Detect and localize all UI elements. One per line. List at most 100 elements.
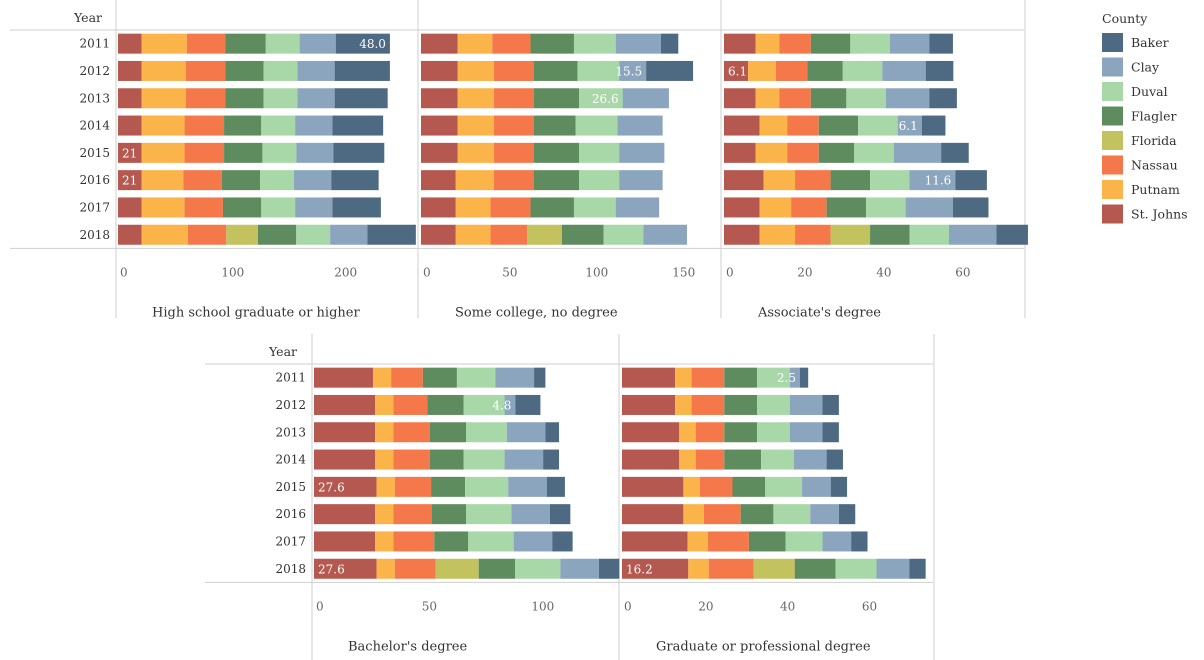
bar-segment-st-johns (622, 504, 684, 525)
bar-segment-clay (885, 88, 930, 109)
bar-segment-nassau (787, 115, 819, 136)
year-tick-label: 2017 (79, 200, 110, 214)
bar-segment-duval (846, 88, 886, 109)
bar-segment-clay (822, 531, 852, 552)
bar-segment-putnam (457, 142, 495, 163)
bar-segment-nassau (394, 476, 432, 497)
year-tick-label: 2018 (275, 562, 306, 576)
bar-segment-baker (552, 531, 573, 552)
bar-segment-nassau (795, 170, 831, 191)
bar-segment-st-johns (421, 88, 458, 109)
data-label: 2.5 (777, 371, 796, 385)
data-label: 4.8 (492, 398, 511, 412)
bar-segment-st-johns (118, 142, 142, 163)
bar-segment-flagler (724, 394, 758, 415)
year-tick-label: 2013 (79, 91, 110, 105)
row-header-label: Year (73, 10, 102, 25)
data-label: 48.0 (359, 37, 386, 51)
bar-segment-st-johns (421, 33, 458, 54)
bar-segment-putnam (141, 115, 185, 136)
bar-segment-duval (261, 197, 296, 218)
bar-segment-st-johns (724, 115, 760, 136)
bar-segment-flagler (224, 115, 262, 136)
bar-segment-baker (660, 33, 679, 54)
bar-segment-baker (929, 33, 953, 54)
bar-segment-clay (789, 422, 823, 443)
bar-segment-clay (495, 367, 535, 388)
bar-segment-putnam (457, 60, 495, 81)
bar-segment-duval (603, 224, 644, 245)
bar-segment-putnam (457, 88, 495, 109)
bar-segment-duval (866, 197, 906, 218)
bar-segment-putnam (759, 115, 788, 136)
bar-segment-putnam (141, 170, 184, 191)
bar-segment-putnam (679, 422, 696, 443)
bar-segment-clay (617, 115, 663, 136)
bar-segment-flagler (434, 531, 469, 552)
bar-segment-st-johns (118, 197, 142, 218)
legend-entry-label: Clay (1131, 60, 1160, 75)
bar-segment-baker (331, 170, 379, 191)
bar-segment-clay (909, 170, 956, 191)
bar-segment-duval (456, 367, 496, 388)
bar-segment-baker (996, 224, 1028, 245)
bar-segment-baker (838, 504, 856, 525)
bar-segment-clay (294, 170, 332, 191)
bar-segment-baker (332, 115, 384, 136)
bar-segment-flagler (225, 88, 264, 109)
bar-segment-duval (260, 170, 295, 191)
bar-segment-duval (854, 142, 894, 163)
legend-entry-label: Florida (1131, 133, 1177, 148)
bar-segment-flagler (225, 60, 264, 81)
year-tick-label: 2016 (79, 173, 110, 187)
bar-segment-putnam (141, 33, 187, 54)
bar-segment-flagler (533, 115, 576, 136)
legend-swatch (1102, 155, 1123, 175)
legend-entry-label: Putnam (1131, 182, 1180, 197)
bar-segment-nassau (393, 504, 432, 525)
bar-segment-clay (504, 449, 544, 470)
bar-segment-clay (511, 504, 550, 525)
bar-segment-clay (295, 197, 333, 218)
bar-segment-clay (295, 115, 333, 136)
facet-title: High school graduate or higher (152, 305, 360, 320)
bar-segment-nassau (494, 170, 534, 191)
bar-segment-flagler (810, 88, 847, 109)
bar-segment-baker (543, 449, 560, 470)
bar-segment-duval (263, 88, 298, 109)
bar-segment-duval (757, 422, 790, 443)
bar-segment-clay (949, 224, 997, 245)
bar-segment-st-johns (118, 115, 142, 136)
bar-segment-nassau (707, 531, 749, 552)
axis-tick-label: 40 (876, 265, 891, 279)
bar-segment-putnam (688, 558, 709, 579)
bar-segment-duval (858, 115, 898, 136)
bar-segment-nassau (393, 394, 428, 415)
bar-segment-flagler (224, 142, 263, 163)
data-label: 6.1 (728, 64, 747, 78)
bar-segment-st-johns (421, 142, 458, 163)
bar-segment-duval (263, 60, 298, 81)
legend-swatch (1102, 33, 1123, 52)
bar-segment-duval (463, 394, 505, 415)
axis-tick-label: 60 (955, 265, 970, 279)
bar-segment-flagler (561, 224, 604, 245)
bar-segment-nassau (699, 476, 733, 497)
bar-segment-st-johns (622, 394, 676, 415)
data-label: 15.5 (615, 64, 642, 78)
bar-segment-nassau (185, 88, 226, 109)
bar-segment-clay (897, 115, 922, 136)
bar-segment-flagler (478, 558, 516, 579)
bar-segment-baker (830, 476, 848, 497)
bar-segment-st-johns (421, 60, 458, 81)
bar-segment-st-johns (421, 170, 456, 191)
bar-segment-baker (367, 224, 416, 245)
year-tick-label: 2018 (79, 228, 110, 242)
year-tick-label: 2014 (79, 119, 110, 133)
bar-segment-flagler (429, 449, 464, 470)
bar-segment-clay (789, 394, 823, 415)
bar-segment-clay (615, 197, 660, 218)
legend-swatch (1102, 131, 1123, 150)
bar-segment-flagler (830, 170, 871, 191)
bar-segment-flagler (533, 60, 578, 81)
